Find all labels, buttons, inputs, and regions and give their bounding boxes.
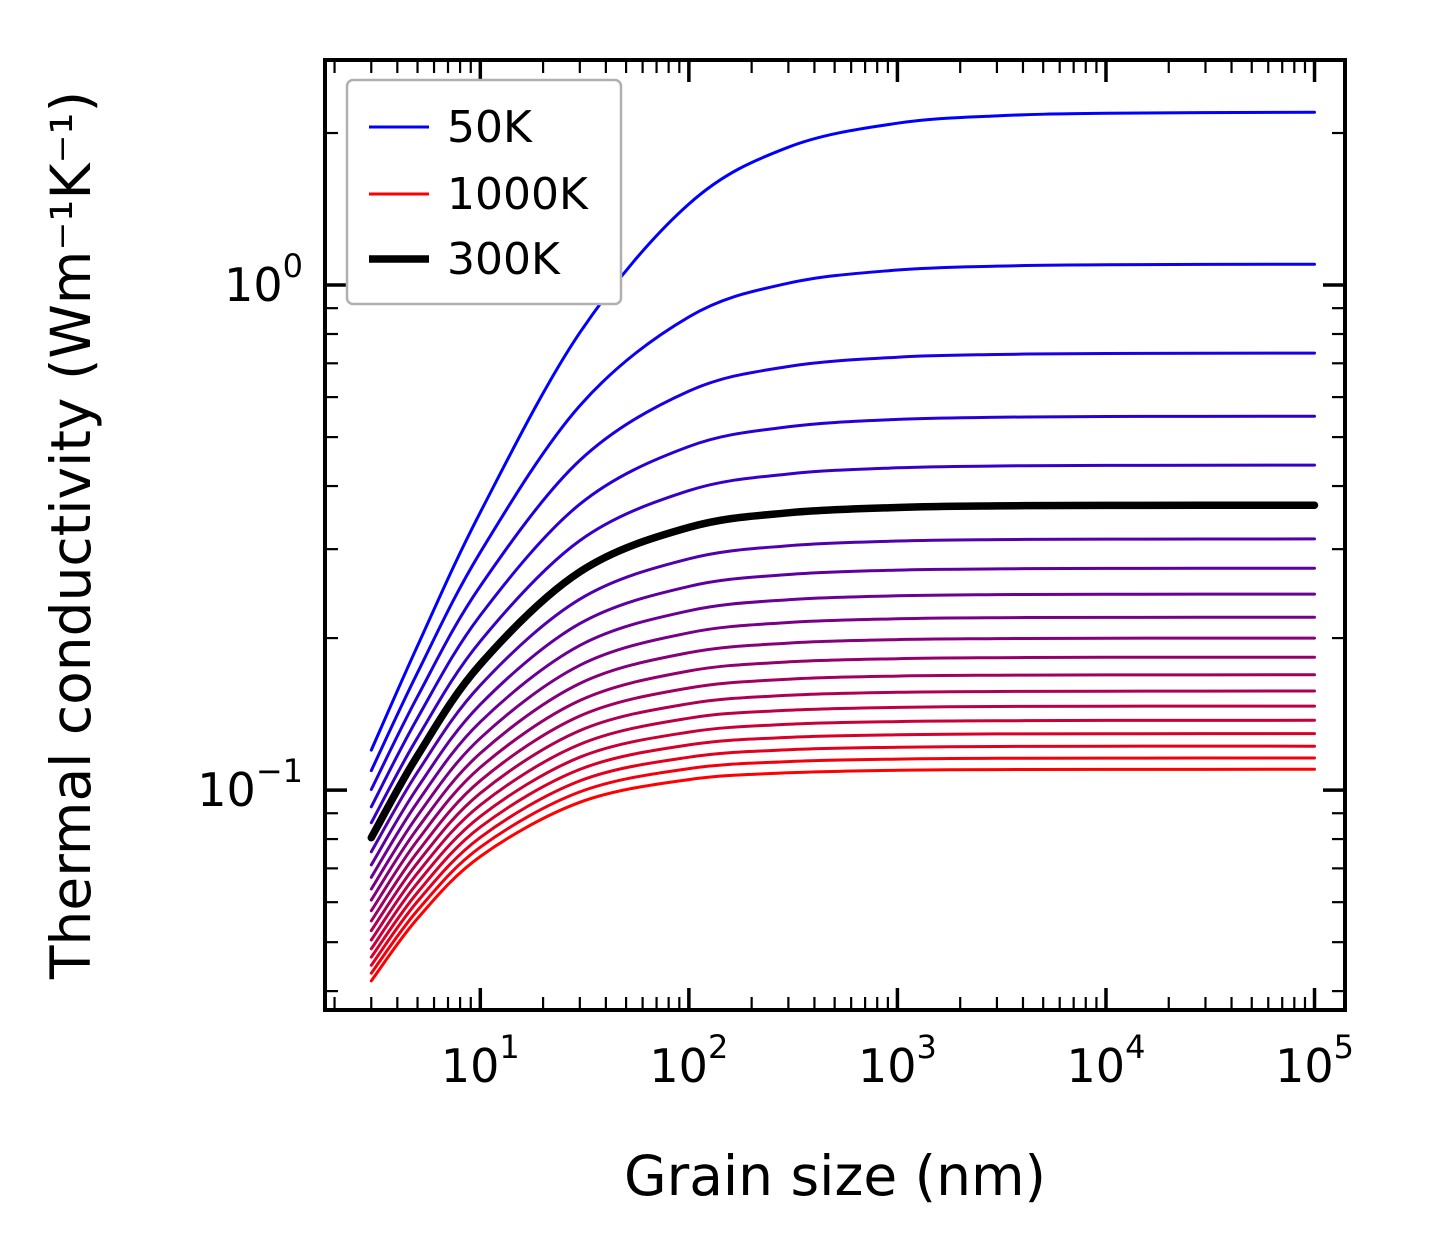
curves-layer [367,110,1319,983]
legend: 50K 1000K 300K [345,78,623,306]
curve-600K [369,655,1316,913]
tick-label: 102 [649,1028,728,1093]
ticks-layer [325,60,1345,1010]
curve-800K [369,718,1316,951]
curve-750K [369,704,1316,942]
curve-200K [369,414,1316,809]
curve-300K [367,501,1319,842]
curve-250K [369,463,1316,825]
curve-850K [369,732,1316,959]
tick-label: 101 [441,1028,520,1093]
curve-1000K [369,767,1316,983]
legend-box [345,78,623,306]
curve-700K [369,689,1316,933]
x-axis-label: Grain size (nm) [624,1144,1046,1208]
curve-900K [369,744,1316,967]
legend-label-1000K: 1000K [447,169,589,220]
tick-label: 103 [858,1028,937,1093]
curve-950K [369,756,1316,975]
curve-50K [369,110,1316,752]
curve-650K [369,673,1316,923]
curve-100K [369,262,1316,773]
curve-400K [369,566,1316,867]
tick-label: 104 [1067,1028,1146,1093]
curve-450K [369,592,1316,879]
curve-500K [369,615,1316,891]
tick-label: 100 [224,247,303,312]
legend-label-300K: 300K [447,234,561,285]
tick-labels-layer: 101 102 103 104 105 100 10−1 [197,247,1354,1093]
y-axis-label: Thermal conductivity (Wm⁻¹K⁻¹) [39,91,103,980]
tick-label: 105 [1275,1028,1354,1093]
legend-label-50K: 50K [447,102,533,153]
curve-150K [369,351,1316,791]
curve-550K [369,636,1316,902]
curve-350K [369,537,1316,854]
tick-label: 10−1 [197,752,303,817]
